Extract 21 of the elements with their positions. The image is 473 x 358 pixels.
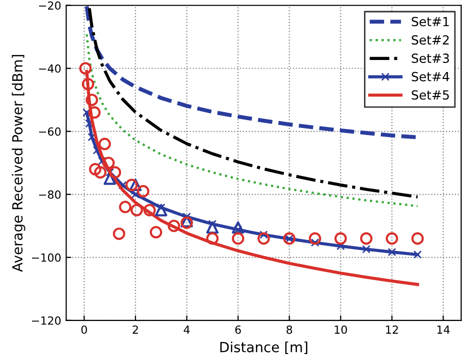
y-tick-label: −60 — [39, 127, 61, 136]
y-tick-label: −100 — [32, 253, 61, 262]
x-tick-label: 8 — [286, 325, 292, 334]
y-tick-label: −120 — [32, 316, 61, 325]
y-tick-label: −80 — [39, 190, 61, 199]
y-axis-title: Average Received Power [dBm] — [12, 55, 26, 272]
x-tick-label: 10 — [334, 325, 347, 334]
legend-label: Set#1 — [412, 16, 449, 26]
x-tick-label: 4 — [184, 326, 190, 334]
x-tick-label: 14 — [437, 326, 450, 334]
x-tick-label: 2 — [132, 325, 138, 334]
legend-label: Set#4 — [412, 72, 450, 82]
legend-label: Set#3 — [412, 54, 449, 63]
x-tick-label: 12 — [386, 325, 398, 334]
legend-label: Set#2 — [412, 35, 449, 45]
legend-label: Set#5 — [412, 90, 449, 100]
x-tick-label: 6 — [235, 325, 241, 334]
y-tick-label: −40 — [39, 64, 61, 73]
y-tick-label: −20 — [39, 1, 61, 10]
x-axis-title: Distance [m] — [220, 342, 308, 354]
x-tick-label: 0 — [81, 325, 87, 334]
